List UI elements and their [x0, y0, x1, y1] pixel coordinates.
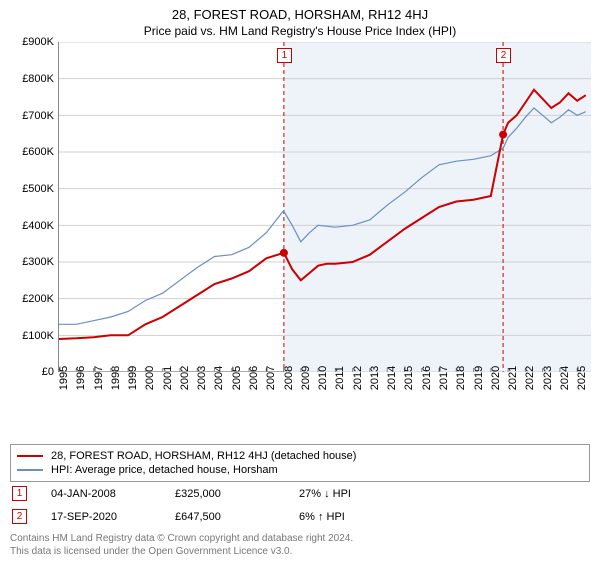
y-axis-labels: £0£100K£200K£300K£400K£500K£600K£700K£80… — [10, 42, 58, 372]
sale-delta: 27% ↓ HPI — [299, 488, 399, 500]
x-tick-label: 2021 — [507, 366, 519, 390]
x-tick-label: 2002 — [179, 366, 191, 390]
sale-row: 1 04-JAN-2008 £325,000 27% ↓ HPI — [10, 482, 590, 505]
x-tick-label: 2004 — [213, 366, 225, 390]
sale-marker: 2 — [12, 509, 27, 524]
x-tick-label: 2020 — [490, 366, 502, 390]
y-tick-label: £800K — [22, 73, 54, 85]
sale-date: 04-JAN-2008 — [51, 488, 151, 500]
page-title: 28, FOREST ROAD, HORSHAM, RH12 4HJ — [10, 6, 590, 24]
marker-label-1: 1 — [277, 48, 292, 63]
y-tick-label: £400K — [22, 220, 54, 232]
legend-item: 28, FOREST ROAD, HORSHAM, RH12 4HJ (deta… — [17, 449, 583, 463]
plot-region: 1 2 — [58, 42, 590, 372]
x-tick-label: 2019 — [473, 366, 485, 390]
legend-item: HPI: Average price, detached house, Hors… — [17, 463, 583, 477]
footer-line2: This data is licensed under the Open Gov… — [10, 545, 590, 558]
y-tick-label: £500K — [22, 183, 54, 195]
x-tick-label: 2005 — [231, 366, 243, 390]
sale-price: £325,000 — [175, 488, 275, 500]
x-tick-label: 1996 — [75, 366, 87, 390]
y-tick-label: £200K — [22, 293, 54, 305]
x-tick-label: 2018 — [455, 366, 467, 390]
x-tick-label: 1997 — [93, 366, 105, 390]
x-tick-label: 2016 — [421, 366, 433, 390]
footer: Contains HM Land Registry data © Crown c… — [10, 532, 590, 558]
legend: 28, FOREST ROAD, HORSHAM, RH12 4HJ (deta… — [10, 444, 590, 482]
x-tick-label: 2023 — [542, 366, 554, 390]
y-tick-label: £900K — [22, 36, 54, 48]
sale-price: £647,500 — [175, 511, 275, 523]
sale-row: 2 17-SEP-2020 £647,500 6% ↑ HPI — [10, 505, 590, 528]
x-tick-label: 2011 — [334, 366, 346, 390]
x-tick-label: 2013 — [369, 366, 381, 390]
x-tick-label: 2015 — [403, 366, 415, 390]
x-tick-label: 1999 — [127, 366, 139, 390]
x-tick-label: 2012 — [352, 366, 364, 390]
x-tick-label: 2014 — [386, 366, 398, 390]
x-tick-label: 2008 — [283, 366, 295, 390]
x-tick-label: 1998 — [110, 366, 122, 390]
x-tick-label: 2010 — [317, 366, 329, 390]
y-tick-label: £100K — [22, 330, 54, 342]
x-tick-label: 2003 — [196, 366, 208, 390]
marker-label-2: 2 — [496, 48, 511, 63]
legend-swatch — [17, 469, 43, 471]
x-tick-label: 2007 — [265, 366, 277, 390]
sale-date: 17-SEP-2020 — [51, 511, 151, 523]
y-tick-label: £0 — [42, 366, 54, 378]
y-tick-label: £700K — [22, 110, 54, 122]
legend-label: HPI: Average price, detached house, Hors… — [51, 464, 278, 476]
footer-line1: Contains HM Land Registry data © Crown c… — [10, 532, 590, 545]
chart-container: 28, FOREST ROAD, HORSHAM, RH12 4HJ Price… — [0, 0, 600, 562]
sales-list: 1 04-JAN-2008 £325,000 27% ↓ HPI 2 17-SEP-202… — [10, 482, 590, 528]
x-tick-label: 2025 — [576, 366, 588, 390]
x-tick-label: 2001 — [162, 366, 174, 390]
x-tick-label: 2009 — [300, 366, 312, 390]
sale-marker: 1 — [12, 486, 27, 501]
chart-area: £0 £100K £200K £300K £400K £500K £600K £700K £80… — [10, 42, 590, 402]
y-tick-label: £600K — [22, 146, 54, 158]
x-tick-label: 2022 — [524, 366, 536, 390]
x-axis-labels: 1995199619971998199920002001200220032004… — [58, 374, 590, 402]
x-tick-label: 2000 — [144, 366, 156, 390]
legend-label: 28, FOREST ROAD, HORSHAM, RH12 4HJ (deta… — [51, 450, 356, 462]
x-tick-label: 2017 — [438, 366, 450, 390]
page-subtitle: Price paid vs. HM Land Registry's House … — [10, 24, 590, 38]
legend-swatch — [17, 455, 43, 457]
x-tick-label: 2024 — [559, 366, 571, 390]
sale-delta: 6% ↑ HPI — [299, 511, 399, 523]
x-tick-label: 2006 — [248, 366, 260, 390]
x-tick-label: 1995 — [58, 366, 70, 390]
y-tick-label: £300K — [22, 256, 54, 268]
chart-svg — [59, 42, 591, 372]
